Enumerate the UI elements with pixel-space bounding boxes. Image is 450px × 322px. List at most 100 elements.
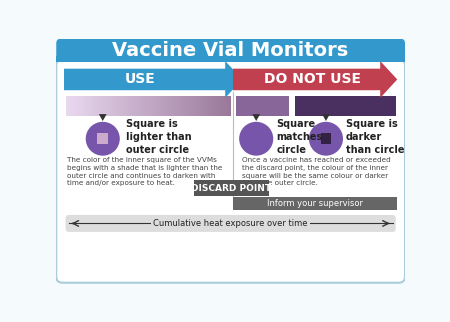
Bar [202,96,204,116]
Bar [124,96,126,116]
Bar [146,96,149,116]
Text: Cumulative heat exposure over time: Cumulative heat exposure over time [153,219,308,228]
Bar [184,96,186,116]
Text: Vaccine Vial Monitors: Vaccine Vial Monitors [112,41,349,60]
Bar [142,96,145,116]
Bar [222,96,225,116]
Bar [165,96,167,116]
Text: Square is
lighter than
outer circle: Square is lighter than outer circle [126,119,192,156]
Text: DO NOT USE: DO NOT USE [264,72,360,86]
FancyBboxPatch shape [56,60,405,283]
Bar [159,96,161,116]
Bar [130,96,132,116]
Bar [167,96,169,116]
Circle shape [309,122,343,156]
Bar [175,96,178,116]
Bar [188,96,190,116]
Bar [295,96,396,116]
Text: The color of the inner square of the VVMs
begins with a shade that is lighter th: The color of the inner square of the VVM… [67,157,222,186]
Bar [91,96,94,116]
Polygon shape [252,114,260,121]
Bar [144,96,147,116]
Bar [225,96,227,116]
Text: USE: USE [125,72,155,86]
Bar [112,96,114,116]
Text: Inform your supervisor: Inform your supervisor [267,199,363,208]
Bar [66,96,69,116]
FancyBboxPatch shape [66,215,396,232]
Text: DISCARD POINT: DISCARD POINT [191,184,271,193]
Bar [216,96,219,116]
Bar [101,96,104,116]
Bar [85,96,87,116]
Bar [189,96,192,116]
Bar [87,96,89,116]
Polygon shape [64,61,242,98]
Bar [75,96,77,116]
Polygon shape [99,114,107,121]
Bar [134,96,136,116]
Polygon shape [233,61,397,98]
Text: Square
matches
circle: Square matches circle [276,119,323,156]
Bar [181,96,184,116]
Bar [89,96,91,116]
Bar [120,96,122,116]
Bar [169,96,171,116]
Bar [140,96,143,116]
Polygon shape [322,114,330,121]
Bar [128,96,130,116]
Bar [196,96,198,116]
Bar [68,96,71,116]
Bar [212,96,215,116]
Bar [233,197,397,210]
Bar [126,96,128,116]
Bar [251,133,261,144]
Bar [229,96,231,116]
Bar [109,96,112,116]
Bar [138,96,141,116]
Bar [148,96,151,116]
Bar [198,96,200,116]
Bar [214,96,216,116]
Bar [163,96,165,116]
Bar [192,96,194,116]
Bar [204,96,207,116]
Bar [76,96,79,116]
Bar [206,96,208,116]
Bar [185,96,188,116]
Bar [113,96,116,116]
Bar [72,96,75,116]
Bar [95,96,98,116]
Bar [236,96,289,116]
Bar [179,96,182,116]
Bar [220,96,223,116]
Bar [79,96,81,116]
FancyBboxPatch shape [194,180,269,196]
Bar [56,56,405,62]
Bar [161,96,163,116]
Bar [81,96,83,116]
Bar [194,96,196,116]
Bar [108,96,110,116]
Bar [208,96,211,116]
Bar [83,96,85,116]
Bar [177,96,180,116]
Bar [97,133,108,144]
Bar [136,96,139,116]
Circle shape [239,122,273,156]
Bar [104,96,106,116]
Bar [218,96,221,116]
Bar [171,96,174,116]
Bar [226,96,229,116]
Bar [153,96,155,116]
Bar [116,96,118,116]
Bar [210,96,212,116]
Bar [320,133,331,144]
Text: Once a vaccine has reached or exceeded
the discard point, the colour of the inne: Once a vaccine has reached or exceeded t… [242,157,391,186]
FancyBboxPatch shape [56,39,405,62]
Bar [99,96,102,116]
Bar [105,96,108,116]
Bar [155,96,157,116]
Bar [132,96,135,116]
Bar [122,96,124,116]
